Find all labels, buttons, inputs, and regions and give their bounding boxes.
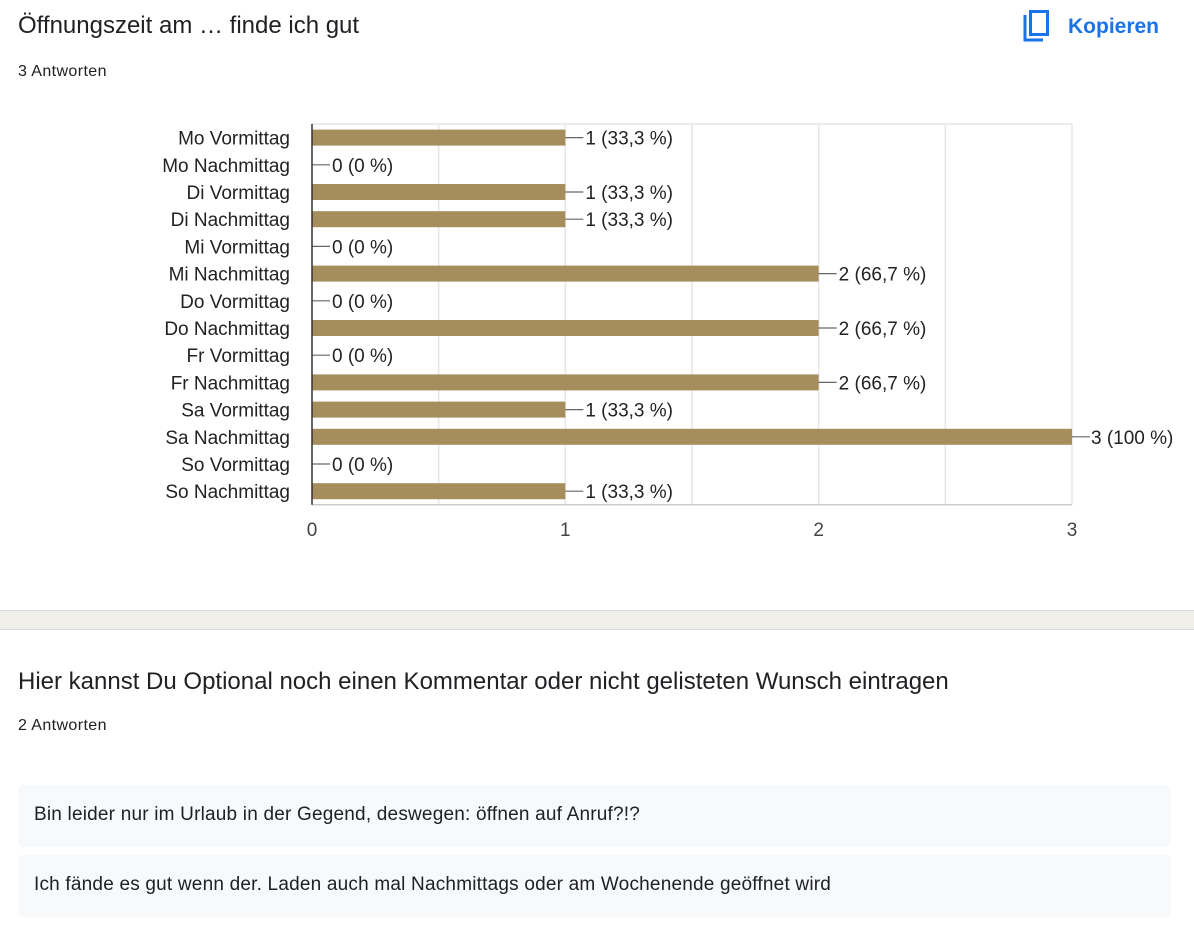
copy-label: Kopieren xyxy=(1068,15,1160,38)
bar xyxy=(312,483,566,500)
bar xyxy=(312,184,566,200)
bar xyxy=(312,211,566,228)
data-label: 1 (33,3 %) xyxy=(585,183,673,204)
response-count: 3 Antworten xyxy=(18,63,107,80)
section-separator xyxy=(0,610,1194,630)
data-label: 1 (33,3 %) xyxy=(585,401,673,422)
bar xyxy=(312,428,1072,445)
text-response-text: Ich fände es gut wenn der. Laden auch ma… xyxy=(34,874,832,895)
question-card-text: Hier kannst Du Optional noch einen Komme… xyxy=(0,631,1194,926)
category-label: Sa Nachmittag xyxy=(165,428,290,449)
data-label: 1 (33,3 %) xyxy=(585,210,673,231)
category-label: Fr Nachmittag xyxy=(171,373,290,394)
data-label: 0 (0 %) xyxy=(332,346,393,367)
bar-chart: 0 1 2 3 Mo Vormittag 1 (33,3 %) Mo Nachmittag 0… xyxy=(162,123,1173,541)
x-tick-label: 3 xyxy=(1067,520,1078,541)
category-label: Do Nachmittag xyxy=(164,319,290,340)
x-tick-label: 2 xyxy=(813,520,824,541)
bar xyxy=(312,401,566,418)
category-label: Fr Vormittag xyxy=(187,346,290,367)
bar xyxy=(312,129,566,146)
data-label: 2 (66,7 %) xyxy=(839,373,927,394)
copy-button[interactable]: Kopieren xyxy=(1012,4,1182,48)
question-title: Hier kannst Du Optional noch einen Komme… xyxy=(18,668,949,695)
bar xyxy=(312,320,819,336)
category-label: Mi Nachmittag xyxy=(169,265,290,286)
question-card-chart: Öffnungszeit am … finde ich gut 3 Antwor… xyxy=(18,4,1182,541)
category-label: Mo Nachmittag xyxy=(162,156,290,177)
data-label: 2 (66,7 %) xyxy=(839,319,927,340)
category-label: Do Vormittag xyxy=(180,292,290,313)
category-label: So Vormittag xyxy=(181,455,290,476)
response-count: 2 Antworten xyxy=(18,717,107,734)
data-label: 0 (0 %) xyxy=(332,455,393,476)
data-label: 0 (0 %) xyxy=(332,237,393,258)
data-label: 1 (33,3 %) xyxy=(585,482,673,503)
text-response-text: Bin leider nur im Urlaub in der Gegend, … xyxy=(34,804,640,825)
bar xyxy=(312,374,819,391)
text-response: Ich fände es gut wenn der. Laden auch ma… xyxy=(18,855,1171,917)
bar xyxy=(312,265,819,282)
data-label: 3 (100 %) xyxy=(1091,428,1173,449)
text-response: Bin leider nur im Urlaub in der Gegend, … xyxy=(18,785,1171,847)
x-tick-label: 0 xyxy=(307,520,318,541)
data-label: 0 (0 %) xyxy=(332,292,393,313)
x-tick-label: 1 xyxy=(560,520,571,541)
copy-icon xyxy=(1023,10,1049,42)
category-label: Mi Vormittag xyxy=(184,237,290,258)
data-label: 1 (33,3 %) xyxy=(585,129,673,150)
question-title: Öffnungszeit am … finde ich gut xyxy=(18,12,360,39)
category-label: Di Nachmittag xyxy=(171,210,290,231)
category-label: Di Vormittag xyxy=(187,183,290,204)
data-label: 2 (66,7 %) xyxy=(839,265,927,286)
data-label: 0 (0 %) xyxy=(332,156,393,177)
category-label: So Nachmittag xyxy=(165,482,290,503)
category-label: Mo Vormittag xyxy=(178,129,290,150)
category-label: Sa Vormittag xyxy=(181,401,290,422)
